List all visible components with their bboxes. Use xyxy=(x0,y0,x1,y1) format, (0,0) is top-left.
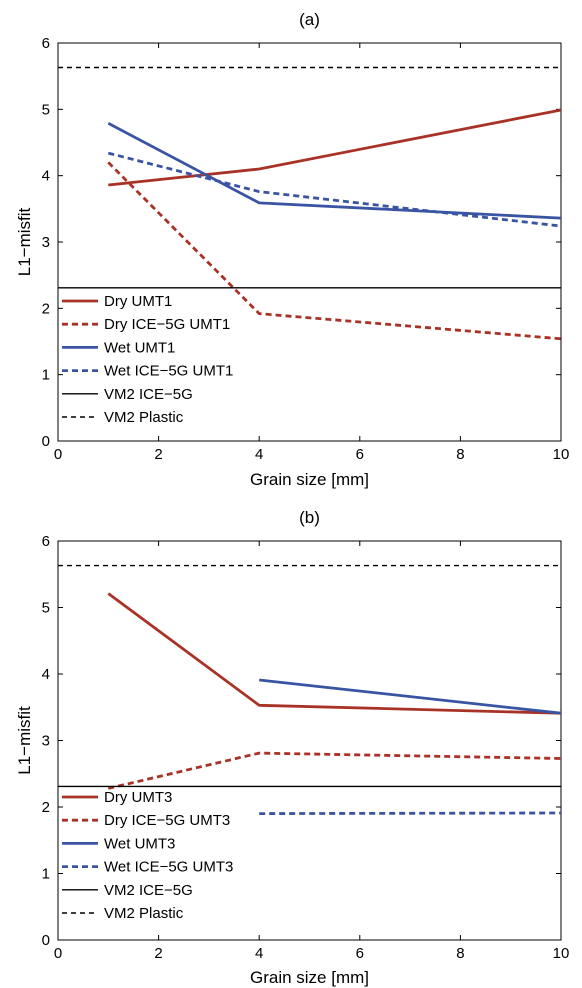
chart-panel-b: (b) 0 2 4 6 8 10 0 1 2 3 4 5 6 Grain size [mm] L1−misfi… xyxy=(15,508,569,987)
legend-label-1: Dry ICE−5G UMT3 xyxy=(104,812,230,829)
x-tick-label: 4 xyxy=(255,446,263,463)
x-tick-label: 8 xyxy=(456,945,464,962)
legend-label-5: VM2 Plastic xyxy=(104,409,184,426)
y-tick-label: 2 xyxy=(42,300,50,317)
x-tick-label: 0 xyxy=(54,945,62,962)
x-axis-label: Grain size [mm] xyxy=(250,968,369,987)
axes-box xyxy=(57,42,562,442)
y-tick-label: 1 xyxy=(42,367,50,384)
y-tick-label: 0 xyxy=(42,932,50,949)
x-tick-label: 2 xyxy=(154,945,162,962)
legend: Dry UMT3 Dry ICE−5G UMT3 Wet UMT3 Wet ICE−5… xyxy=(62,789,233,922)
chart-panel-a: (a) 0 2 4 6 8 10 0 1 2 3 4 5 6 Grain size [mm] L1−misfi… xyxy=(15,10,569,489)
y-tick-label: 1 xyxy=(42,866,50,883)
legend-label-0: Dry UMT3 xyxy=(104,789,172,806)
x-tick-label: 8 xyxy=(456,446,464,463)
legend-label-1: Dry ICE−5G UMT1 xyxy=(104,316,230,333)
legend-label-4: VM2 ICE−5G xyxy=(104,386,193,403)
series-line-2 xyxy=(107,122,562,220)
x-tick-label: 6 xyxy=(356,446,364,463)
x-tick-label: 0 xyxy=(54,446,62,463)
legend-label-5: VM2 Plastic xyxy=(104,905,184,922)
legend: Dry UMT1 Dry ICE−5G UMT1 Wet UMT1 Wet ICE−5… xyxy=(62,293,233,426)
legend-label-3: Wet ICE−5G UMT3 xyxy=(104,859,233,876)
series-line-1 xyxy=(107,161,562,341)
y-tick-label: 3 xyxy=(42,234,50,251)
y-tick-label: 5 xyxy=(42,101,50,118)
chart-title: (a) xyxy=(299,10,320,29)
legend-label-2: Wet UMT3 xyxy=(104,835,175,852)
y-axis-label: L1−misfit xyxy=(15,207,34,276)
x-tick-label: 10 xyxy=(553,945,570,962)
y-tick-label: 5 xyxy=(42,600,50,617)
y-tick-label: 0 xyxy=(42,433,50,450)
x-axis-label: Grain size [mm] xyxy=(250,470,369,489)
y-tick-label: 4 xyxy=(42,666,50,683)
series-line-0 xyxy=(108,108,562,187)
series-line-1 xyxy=(107,751,562,790)
y-tick-label: 6 xyxy=(42,533,50,550)
y-tick-label: 2 xyxy=(42,799,50,816)
y-tick-label: 6 xyxy=(42,35,50,52)
chart-title: (b) xyxy=(299,508,320,527)
x-tick-label: 10 xyxy=(553,446,570,463)
x-tick-label: 2 xyxy=(154,446,162,463)
legend-label-3: Wet ICE−5G UMT1 xyxy=(104,363,233,380)
x-tick-label: 6 xyxy=(356,945,364,962)
series-line-0 xyxy=(107,592,562,715)
legend-label-0: Dry UMT1 xyxy=(104,293,172,310)
y-tick-label: 3 xyxy=(42,733,50,750)
y-tick-label: 4 xyxy=(42,168,50,185)
y-axis-label: L1−misfit xyxy=(15,706,34,775)
x-tick-label: 4 xyxy=(255,945,263,962)
legend-label-4: VM2 ICE−5G xyxy=(104,882,193,899)
axes-box xyxy=(57,540,562,941)
series-line-3 xyxy=(259,811,562,815)
legend-label-2: Wet UMT1 xyxy=(104,339,175,356)
series-line-3 xyxy=(107,151,562,228)
series-line-2 xyxy=(259,678,562,715)
